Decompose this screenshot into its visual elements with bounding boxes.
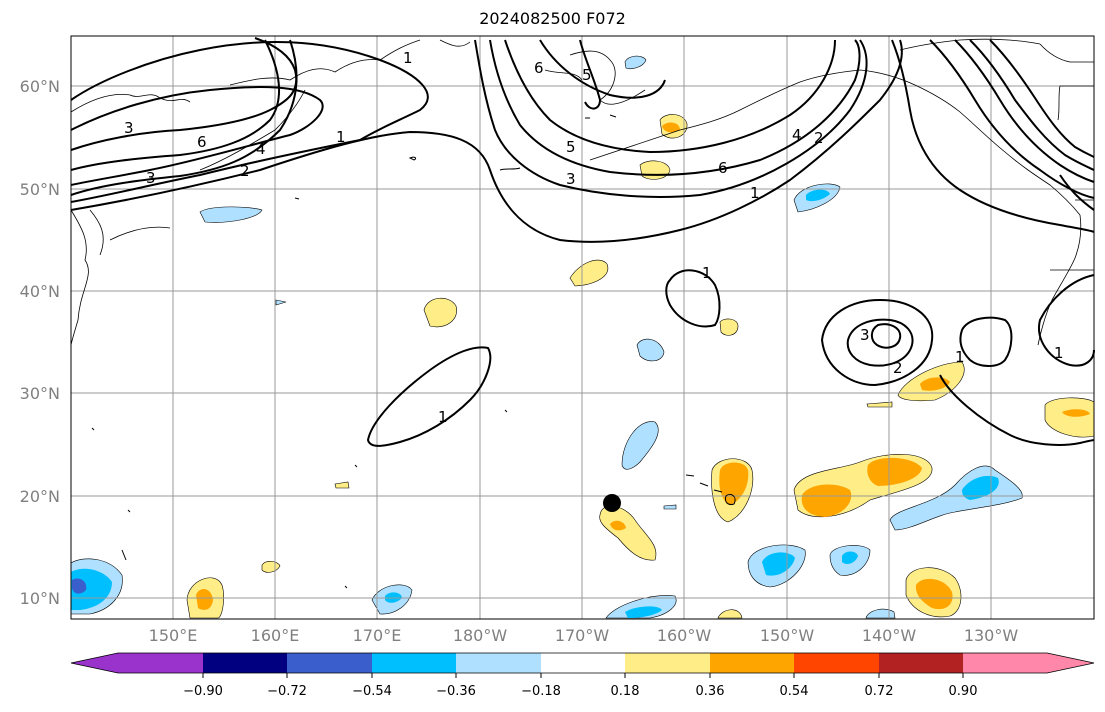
map-title: 2024082500 F072 xyxy=(479,9,626,28)
colorbar-tick-label: 0.36 xyxy=(696,684,725,699)
lat-label: 30°N xyxy=(20,384,60,403)
colorbar-tick-label: 0.72 xyxy=(865,684,894,699)
colorbar-segment xyxy=(794,653,879,673)
contour-label: 1 xyxy=(702,264,712,282)
lat-label: 20°N xyxy=(20,487,60,506)
coastlines xyxy=(70,38,1094,346)
contour-label: 1 xyxy=(438,408,448,426)
contour-label: 3 xyxy=(146,169,156,187)
islands xyxy=(91,114,736,589)
contour-lines xyxy=(70,37,1095,447)
contour-label: 1 xyxy=(403,49,413,67)
lon-label: 180°W xyxy=(453,626,508,645)
lon-label: 160°W xyxy=(657,626,712,645)
colorbar-segment xyxy=(203,653,287,673)
lon-label: 150°E xyxy=(149,626,198,645)
colorbar-segment xyxy=(71,653,203,673)
contour-labels: 1 1 1 1 1 1 1 2 2 2 3 3 3 3 4 4 5 5 6 6 … xyxy=(124,49,1064,426)
colorbar-segment xyxy=(710,653,794,673)
contour-label: 1 xyxy=(750,184,760,202)
contour-label: 6 xyxy=(534,59,544,77)
lat-label: 50°N xyxy=(20,180,60,199)
contour-label: 4 xyxy=(792,126,802,144)
colorbar-tick-label: −0.18 xyxy=(521,684,561,699)
colorbar-segment xyxy=(625,653,710,673)
lon-label: 170°W xyxy=(555,626,610,645)
position-marker xyxy=(603,494,621,512)
contour-label: 1 xyxy=(336,128,346,146)
contour-label: 4 xyxy=(256,140,266,158)
lat-label: 60°N xyxy=(20,77,60,96)
colorbar-segment xyxy=(963,653,1094,673)
anomaly-fills xyxy=(70,55,1095,619)
lon-label: 130°W xyxy=(964,626,1019,645)
contour-label: 2 xyxy=(893,359,903,377)
colorbar-tick-label: −0.72 xyxy=(267,684,307,699)
contour-label: 3 xyxy=(124,119,134,137)
colorbar-outline xyxy=(70,652,1095,674)
contour-label: 1 xyxy=(1054,344,1064,362)
colorbar: −0.90 −0.72 −0.54 −0.36 −0.18 0.18 0.36 … xyxy=(70,652,1095,699)
colorbar-segment xyxy=(879,653,963,673)
lat-label: 40°N xyxy=(20,282,60,301)
lat-label: 10°N xyxy=(20,589,60,608)
contour-label: 3 xyxy=(860,326,870,344)
contour-label: 5 xyxy=(582,66,592,84)
contour-label: 5 xyxy=(566,138,576,156)
colorbar-tick-label: 0.18 xyxy=(611,684,640,699)
colorbar-segment xyxy=(541,653,625,673)
contour-label: 2 xyxy=(240,162,250,180)
colorbar-tick-label: −0.54 xyxy=(352,684,392,699)
map-frame xyxy=(70,35,1095,620)
colorbar-segment xyxy=(372,653,456,673)
lon-label: 150°W xyxy=(760,626,815,645)
colorbar-segment xyxy=(287,653,372,673)
colorbar-segment xyxy=(456,653,541,673)
contour-label: 6 xyxy=(197,133,207,151)
colorbar-tick-label: −0.90 xyxy=(183,684,223,699)
contour-label: 6 xyxy=(718,159,728,177)
lon-label: 160°E xyxy=(251,626,300,645)
colorbar-tick-label: −0.36 xyxy=(436,684,476,699)
contour-label: 3 xyxy=(566,170,576,188)
latitude-labels: 60°N 50°N 40°N 30°N 20°N 10°N xyxy=(20,77,60,608)
contour-label: 2 xyxy=(814,129,824,147)
contour-label: 1 xyxy=(955,348,965,366)
lon-label: 140°W xyxy=(862,626,917,645)
colorbar-tick-label: 0.90 xyxy=(949,684,978,699)
colorbar-tick-label: 0.54 xyxy=(780,684,809,699)
lon-label: 170°E xyxy=(353,626,402,645)
longitude-labels: 150°E 160°E 170°E 180°W 170°W 160°W 150°… xyxy=(149,626,1019,645)
